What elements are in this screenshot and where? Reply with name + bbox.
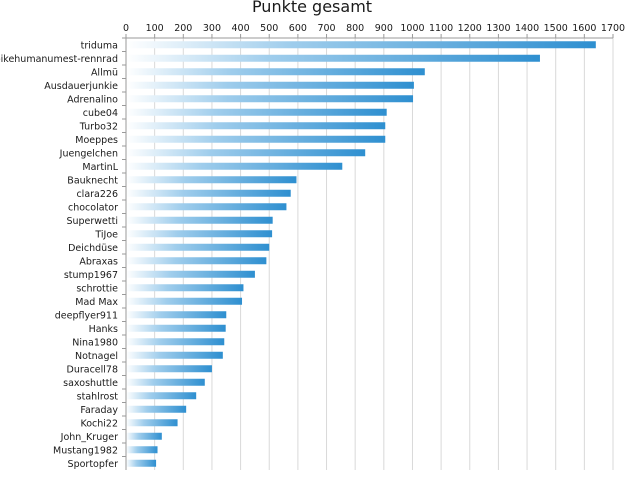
bar	[126, 378, 205, 386]
category-label: Moeppes	[75, 135, 118, 146]
category-label: Mustang1982	[53, 445, 118, 456]
category-label: Notnagel	[75, 351, 118, 362]
category-label: Turbo32	[79, 121, 118, 132]
x-tick-label: 1100	[429, 23, 453, 34]
gridlines	[125, 38, 614, 470]
bar	[126, 176, 297, 184]
x-tick-label: 400	[232, 23, 250, 34]
category-label: MartinL	[82, 162, 118, 173]
category-label: clara226	[76, 189, 118, 200]
bar	[126, 459, 157, 467]
bar	[126, 311, 227, 319]
category-label: triduma	[81, 40, 118, 51]
category-label: John_Kruger	[60, 432, 118, 443]
x-tick-label: 900	[375, 23, 393, 34]
category-label: Superwetti	[66, 216, 118, 227]
bar	[126, 284, 244, 292]
x-tick-label: 500	[260, 23, 278, 34]
x-tick-label: 700	[317, 23, 335, 34]
bar	[126, 108, 387, 116]
bar	[126, 446, 158, 454]
bar	[126, 432, 162, 440]
bar	[126, 54, 540, 62]
category-label: Duracell78	[67, 364, 119, 375]
category-label: Bauknecht	[67, 175, 118, 186]
bar	[126, 297, 243, 305]
chart-title: Punkte gesamt	[252, 0, 372, 16]
bar	[126, 392, 197, 400]
bar	[126, 68, 425, 76]
bar	[126, 365, 212, 373]
x-tick-label: 1200	[458, 23, 482, 34]
category-label: Juengelchen	[59, 148, 118, 159]
category-label: Adrenalino	[67, 94, 118, 105]
x-tick-label: 1700	[601, 23, 625, 34]
bar	[126, 122, 386, 130]
category-label: stahlrost	[77, 391, 119, 402]
category-label: chocolator	[68, 202, 118, 213]
category-label: TiJoe	[94, 229, 118, 240]
bar	[126, 243, 270, 251]
category-label: Hanks	[89, 324, 118, 335]
bar	[126, 351, 223, 359]
x-tick-label: 1500	[544, 23, 568, 34]
category-label: Mad Max	[75, 297, 118, 308]
x-axis-ticks: 0 100 200 300 400 500 600 700 800 900 1000 1100 1200…	[123, 23, 625, 38]
x-tick-label: 600	[289, 23, 307, 34]
bar	[126, 41, 596, 49]
x-tick-label: 300	[203, 23, 221, 34]
category-label: cube04	[83, 108, 118, 119]
bar	[126, 81, 414, 89]
bar	[126, 95, 414, 103]
bar	[126, 216, 273, 224]
bar	[126, 405, 187, 413]
category-label: Ausdauerjunkie	[44, 81, 118, 92]
x-tick-label: 800	[346, 23, 364, 34]
x-tick-label: 100	[146, 23, 164, 34]
category-label: Faraday	[80, 405, 118, 416]
x-tick-label: 1600	[572, 23, 596, 34]
bar	[126, 149, 366, 157]
bar	[126, 135, 386, 143]
x-tick-label: 1300	[486, 23, 510, 34]
bar	[126, 324, 226, 332]
bar	[126, 203, 287, 211]
category-label: Allmü	[91, 67, 118, 78]
bars	[126, 41, 596, 467]
category-label: deepflyer911	[55, 310, 118, 321]
x-tick-label: 1000	[400, 23, 424, 34]
bar	[126, 189, 291, 197]
category-label: schrottie	[76, 283, 118, 294]
x-tick-label: 200	[174, 23, 192, 34]
bar	[126, 257, 267, 265]
bar	[126, 230, 273, 238]
bar	[126, 338, 225, 346]
bar	[126, 419, 178, 427]
category-label: Abraxas	[79, 256, 118, 267]
x-tick-label: 1400	[515, 23, 539, 34]
category-label: Kochi22	[80, 418, 118, 429]
category-label: Nina1980	[72, 337, 118, 348]
bar	[126, 270, 255, 278]
category-label: Sportopfer	[68, 459, 119, 470]
category-label: bikehumanumest-rennrad	[0, 54, 118, 65]
category-label: saxoshuttle	[63, 378, 118, 389]
category-label: stump1967	[64, 270, 118, 281]
x-tick-label: 0	[123, 23, 129, 34]
category-labels: triduma bikehumanumest-rennrad Allmü Ausdau…	[0, 37, 126, 470]
bar	[126, 162, 343, 170]
category-label: Deichdüse	[68, 243, 118, 254]
